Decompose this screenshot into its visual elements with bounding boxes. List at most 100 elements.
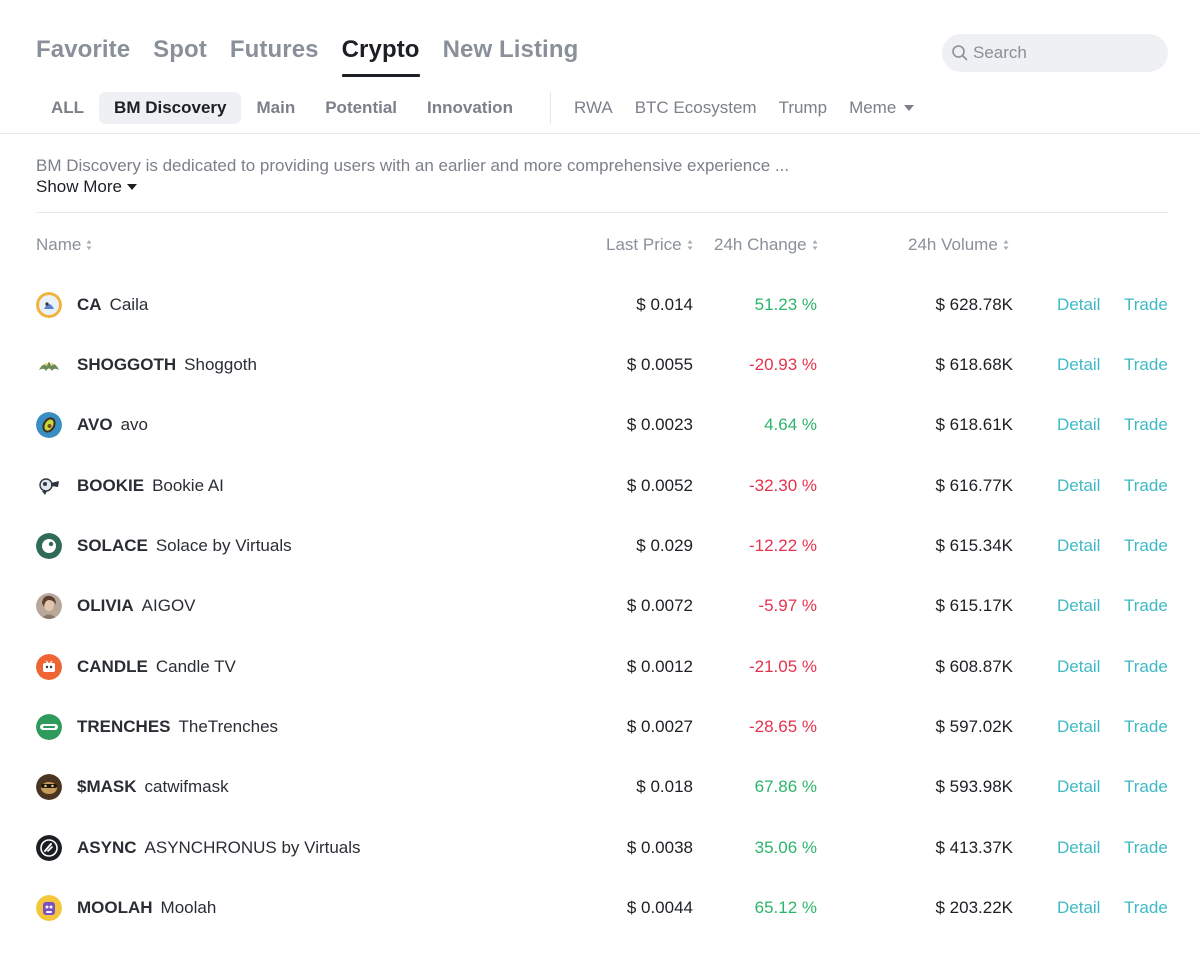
tab-favorite[interactable]: Favorite [36, 36, 131, 63]
subtab-divider [549, 92, 551, 124]
trade-link[interactable]: Trade [1124, 717, 1168, 736]
last-price: $ 0.018 [636, 777, 693, 796]
last-price: $ 0.014 [636, 295, 693, 314]
detail-link[interactable]: Detail [1057, 476, 1101, 495]
trade-link[interactable]: Trade [1124, 596, 1168, 615]
description-divider [36, 212, 1168, 213]
volume: $ 203.22K [935, 898, 1013, 917]
table-row[interactable]: CANDLE Candle TV $ 0.0012 -21.05 % $ 608.… [0, 647, 1200, 687]
detail-link[interactable]: Detail [1057, 777, 1101, 796]
show-more-button[interactable]: Show More [36, 177, 137, 197]
table-row[interactable]: $MASK catwifmask $ 0.018 67.86 % $ 593.98… [0, 767, 1200, 807]
trade-link[interactable]: Trade [1124, 657, 1168, 676]
volume: $ 618.61K [935, 415, 1013, 434]
column-header-24h-volume[interactable]: 24h Volume [908, 235, 1010, 255]
coin-symbol: AVO avo [77, 415, 148, 434]
table-row[interactable]: SOLACE Solace by Virtuals $ 0.029 -12.22 … [0, 526, 1200, 566]
coin-symbol: SHOGGOTH Shoggoth [77, 355, 257, 374]
price-change: -21.05 % [748, 657, 817, 676]
table-row[interactable]: OLIVIA AIGOV $ 0.0072 -5.97 % $ 615.17K D… [0, 586, 1200, 626]
tab-spot[interactable]: Spot [153, 36, 207, 63]
detail-link[interactable]: Detail [1057, 536, 1101, 555]
detail-link[interactable]: Detail [1057, 657, 1101, 676]
coin-symbol: CA Caila [77, 295, 149, 314]
coin-symbol: ASYNC ASYNCHRONUS by Virtuals [77, 838, 361, 857]
subtab-innovation[interactable]: Innovation [427, 98, 513, 117]
price-change: 4.64 % [764, 415, 817, 434]
trade-link[interactable]: Trade [1124, 476, 1168, 495]
mask-logo-icon [36, 774, 62, 800]
trade-link[interactable]: Trade [1124, 838, 1168, 857]
column-header-24h-change-label: 24h Change [714, 235, 807, 254]
coin-symbol: TRENCHES TheTrenches [77, 717, 279, 736]
subtab-btc-ecosystem[interactable]: BTC Ecosystem [634, 98, 757, 117]
trade-link[interactable]: Trade [1124, 355, 1168, 374]
volume: $ 618.68K [935, 355, 1013, 374]
sort-icon [687, 240, 693, 250]
table-row[interactable]: TRENCHES TheTrenches $ 0.0027 -28.65 % $ … [0, 707, 1200, 747]
volume: $ 593.98K [935, 777, 1013, 796]
trenches-logo-icon [36, 714, 62, 740]
subtab-rwa[interactable]: RWA [573, 98, 613, 117]
sort-icon [86, 240, 92, 250]
async-logo-icon [36, 835, 62, 861]
subtab-potential[interactable]: Potential [325, 98, 398, 117]
table-row[interactable]: BOOKIE Bookie AI $ 0.0052 -32.30 % $ 616.… [0, 466, 1200, 506]
table-row[interactable]: CA Caila $ 0.014 51.23 % $ 628.78K Detail… [0, 285, 1200, 325]
detail-link[interactable]: Detail [1057, 596, 1101, 615]
shoggoth-logo-icon [36, 352, 62, 378]
trade-link[interactable]: Trade [1124, 295, 1168, 314]
tab-new-listing[interactable]: New Listing [442, 36, 579, 63]
detail-link[interactable]: Detail [1057, 415, 1101, 434]
subtab-main[interactable]: Main [256, 98, 296, 117]
trade-link[interactable]: Trade [1124, 898, 1168, 917]
trade-link[interactable]: Trade [1124, 777, 1168, 796]
trade-link[interactable]: Trade [1124, 415, 1168, 434]
detail-link[interactable]: Detail [1057, 717, 1101, 736]
detail-link[interactable]: Detail [1057, 355, 1101, 374]
tab-futures[interactable]: Futures [229, 36, 319, 63]
price-change: 35.06 % [754, 838, 817, 857]
last-price: $ 0.0027 [626, 717, 693, 736]
search-box[interactable] [942, 34, 1168, 72]
table-row[interactable]: AVO avo $ 0.0023 4.64 % $ 618.61K Detail … [0, 405, 1200, 445]
moolah-logo-icon [36, 895, 62, 921]
coin-symbol: SOLACE Solace by Virtuals [77, 536, 292, 555]
caila-logo-icon [36, 292, 62, 318]
column-header-name-label: Name [36, 235, 82, 254]
coin-name: Bookie AI [152, 476, 224, 495]
subtab-all[interactable]: ALL [51, 98, 85, 117]
last-price: $ 0.0023 [626, 415, 693, 434]
table-row[interactable]: ASYNC ASYNCHRONUS by Virtuals $ 0.0038 35… [0, 828, 1200, 868]
subtab-bm-discovery[interactable]: BM Discovery [99, 92, 242, 124]
subtab-meme-dropdown[interactable]: Meme [838, 92, 925, 124]
sort-icon [812, 240, 818, 250]
column-header-last-price[interactable]: Last Price [606, 235, 694, 255]
category-description: BM Discovery is dedicated to providing u… [36, 156, 790, 175]
tab-crypto[interactable]: Crypto [341, 36, 420, 77]
price-change: 65.12 % [754, 898, 817, 917]
chevron-down-icon [904, 105, 915, 111]
subtab-trump[interactable]: Trump [778, 98, 828, 117]
column-header-last-price-label: Last Price [606, 235, 682, 254]
bookie-logo-icon [36, 473, 62, 499]
coin-symbol: BOOKIE Bookie AI [77, 476, 224, 495]
candle-logo-icon [36, 654, 62, 680]
detail-link[interactable]: Detail [1057, 898, 1101, 917]
detail-link[interactable]: Detail [1057, 295, 1101, 314]
column-header-24h-change[interactable]: 24h Change [714, 235, 819, 255]
volume: $ 615.34K [935, 536, 1013, 555]
column-header-name[interactable]: Name [36, 235, 93, 255]
table-row[interactable]: MOOLAH Moolah $ 0.0044 65.12 % $ 203.22K … [0, 888, 1200, 928]
market-tabs: Favorite Spot Futures Crypto New Listing [36, 36, 601, 77]
trade-link[interactable]: Trade [1124, 536, 1168, 555]
last-price: $ 0.0072 [626, 596, 693, 615]
table-row[interactable]: SHOGGOTH Shoggoth $ 0.0055 -20.93 % $ 618… [0, 345, 1200, 385]
price-change: -32.30 % [748, 476, 817, 495]
solace-logo-icon [36, 533, 62, 559]
volume: $ 615.17K [935, 596, 1013, 615]
last-price: $ 0.0012 [626, 657, 693, 676]
detail-link[interactable]: Detail [1057, 838, 1101, 857]
search-input[interactable] [973, 43, 1153, 63]
volume: $ 597.02K [935, 717, 1013, 736]
